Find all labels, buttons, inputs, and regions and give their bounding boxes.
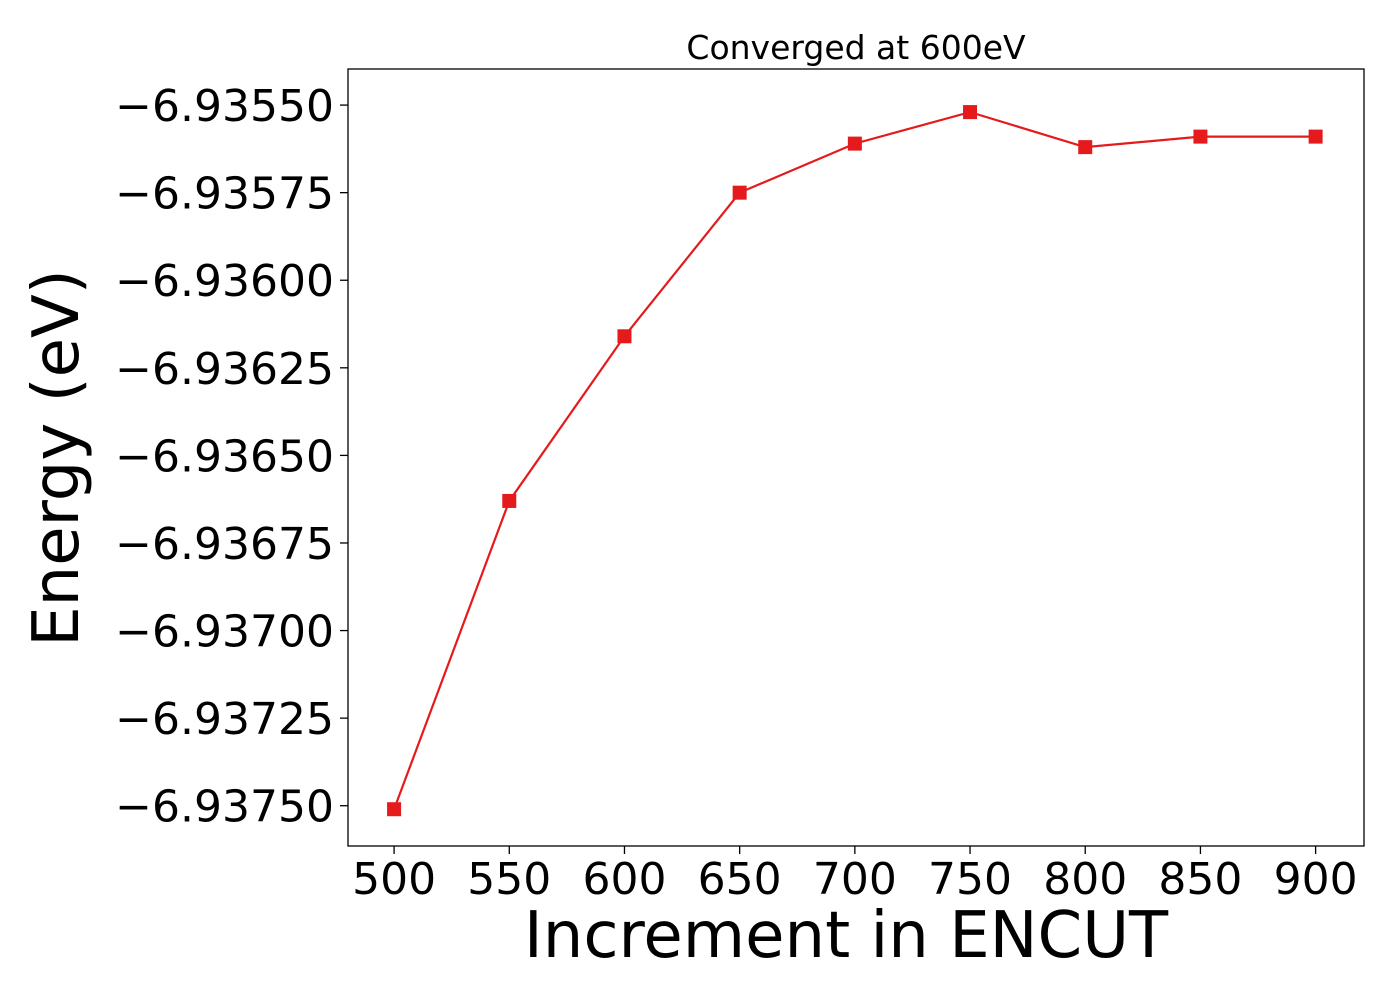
y-tick-label: −6.93600 <box>115 256 334 307</box>
data-point-marker <box>387 802 402 817</box>
y-tick-label: −6.93625 <box>115 344 334 395</box>
x-axis-ticks: 500 550 600 650 700 750 800 850 900 <box>352 846 1358 905</box>
chart-title: Converged at 600eV <box>686 28 1026 67</box>
y-tick-label: −6.93550 <box>115 81 334 132</box>
y-tick-label: −6.93675 <box>115 519 334 570</box>
y-tick-label: −6.93700 <box>115 607 334 658</box>
x-tick-label: 500 <box>352 854 436 905</box>
x-tick-label: 900 <box>1274 854 1358 905</box>
y-tick-label: −6.93575 <box>115 169 334 220</box>
data-point-marker <box>963 105 978 120</box>
x-tick-label: 850 <box>1158 854 1242 905</box>
data-point-marker <box>1193 129 1208 144</box>
x-tick-label: 700 <box>813 854 897 905</box>
data-point-marker <box>1078 140 1093 155</box>
data-point-marker <box>847 136 862 151</box>
data-point-marker <box>617 329 632 344</box>
x-axis-title: Increment in ENCUT <box>524 899 1169 973</box>
y-tick-label: −6.93750 <box>115 782 334 833</box>
data-point-marker <box>1308 129 1323 144</box>
y-tick-label: −6.93725 <box>115 694 334 745</box>
y-axis-title: Energy (eV) <box>20 269 94 647</box>
x-tick-label: 650 <box>698 854 782 905</box>
series-layer <box>387 105 1323 817</box>
x-tick-label: 600 <box>582 854 666 905</box>
x-tick-label: 550 <box>467 854 551 905</box>
x-tick-label: 800 <box>1043 854 1127 905</box>
plot-area-frame <box>347 68 1365 847</box>
y-axis-ticks: −6.93550 −6.93575 −6.93600 −6.93625 −6.93650… <box>115 81 348 833</box>
data-point-marker <box>502 493 517 508</box>
x-tick-label: 750 <box>928 854 1012 905</box>
data-point-marker <box>732 185 747 200</box>
y-tick-label: −6.93650 <box>115 431 334 482</box>
